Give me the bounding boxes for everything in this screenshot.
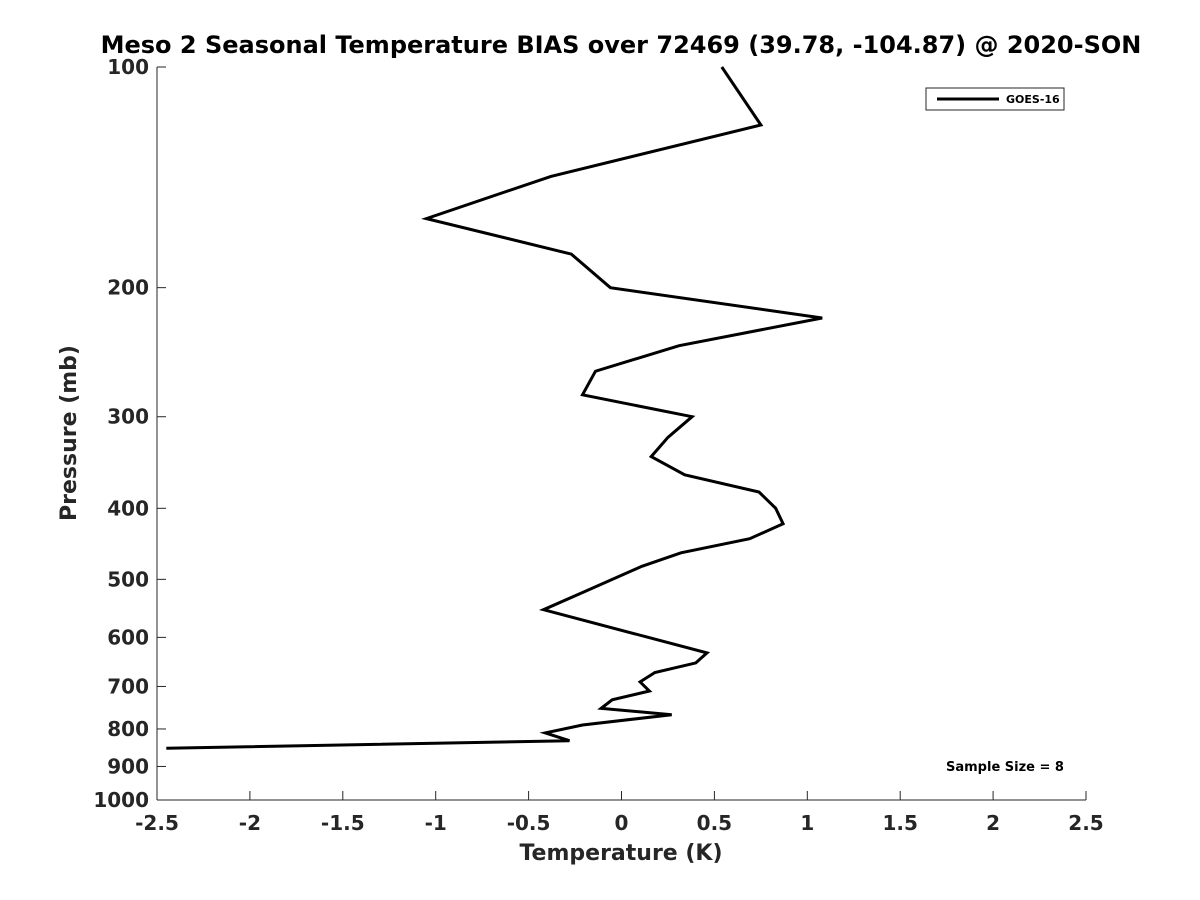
x-tick-label: 0 — [615, 811, 629, 835]
x-axis-label: Temperature (K) — [519, 841, 722, 866]
y-tick-label: 300 — [107, 405, 149, 429]
y-axis-label: Pressure (mb) — [57, 345, 82, 521]
x-tick-label: 0.5 — [697, 811, 732, 835]
x-tick-label: -1.5 — [321, 811, 365, 835]
chart-title: Meso 2 Seasonal Temperature BIAS over 72… — [101, 31, 1142, 59]
x-axis-ticks: -2.5 -2 -1.5 -1 -0.5 0 0.5 1 1.5 2 2.5 — [135, 791, 1104, 835]
y-tick-label: 500 — [107, 567, 149, 591]
x-tick-label: 1 — [800, 811, 814, 835]
x-tick-label: -0.5 — [507, 811, 551, 835]
series-layer — [166, 66, 823, 750]
sample-size-annotation: Sample Size = 8 — [946, 760, 1064, 775]
y-tick-label: 100 — [107, 55, 149, 79]
x-tick-label: 2 — [986, 811, 1000, 835]
x-tick-label: -2 — [239, 811, 261, 835]
x-tick-label: -2.5 — [135, 811, 179, 835]
y-tick-label: 1000 — [93, 788, 149, 812]
y-tick-label: 700 — [107, 674, 149, 698]
legend-label-goes-16: GOES-16 — [1006, 93, 1060, 106]
y-tick-label: 800 — [107, 717, 149, 741]
legend: GOES-16 — [925, 87, 1065, 111]
series-line-goes-16 — [166, 66, 823, 750]
x-tick-label: 2.5 — [1068, 811, 1103, 835]
y-axis-ticks: 100 200 300 400 500 600 700 800 900 1000 — [93, 55, 166, 812]
y-tick-label: 200 — [107, 276, 149, 300]
y-tick-label: 600 — [107, 625, 149, 649]
x-tick-label: -1 — [425, 811, 447, 835]
y-tick-label: 400 — [107, 496, 149, 520]
x-tick-label: 1.5 — [882, 811, 917, 835]
y-tick-label: 900 — [107, 754, 149, 778]
